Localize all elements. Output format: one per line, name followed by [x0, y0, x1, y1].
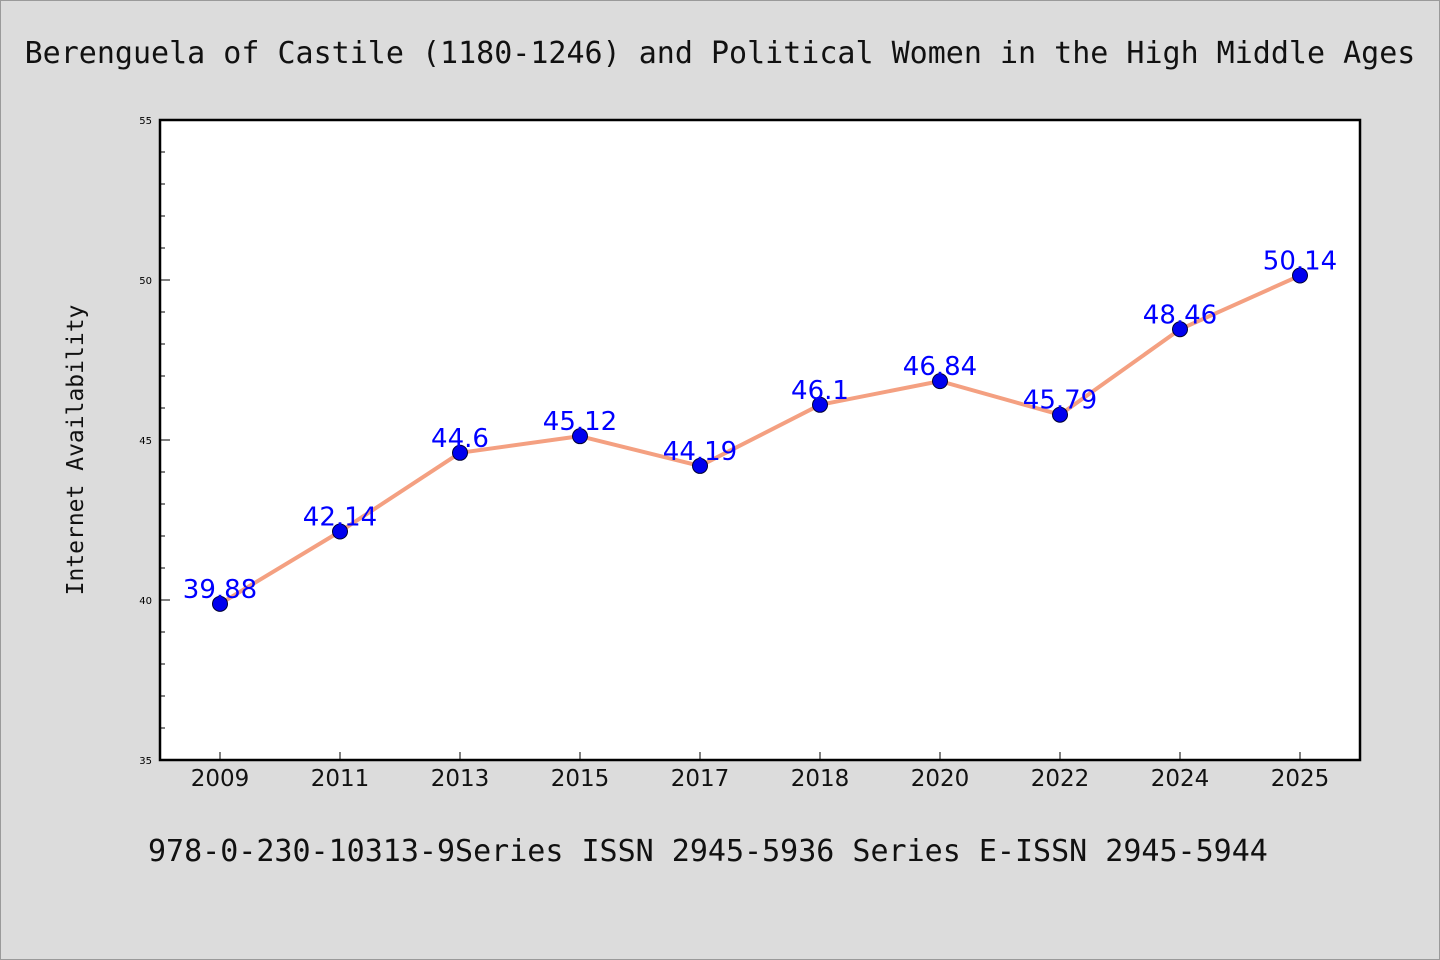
data-point: [692, 457, 708, 474]
data-label: 42.14: [303, 503, 377, 533]
data-labels-group: 39.88 42.14 44.6 45.12 44.19 46.1 46.84 45.79 48…: [183, 247, 1337, 605]
footer-isbn-text: 978-0-230-10313-9Series ISSN 2945-5936 S…: [148, 834, 1268, 869]
y-tick-label: 40: [139, 596, 152, 607]
x-tick-label: 2009: [191, 766, 250, 792]
data-point: [1172, 321, 1188, 338]
data-point: [812, 396, 828, 413]
x-tick-label: 2022: [1031, 766, 1090, 792]
x-tick-label: 2017: [671, 766, 730, 792]
chart-title: Berenguela of Castile (1180-1246) and Po…: [24, 36, 1416, 71]
data-label: 45.79: [1023, 386, 1097, 416]
x-tick-label: 2020: [911, 766, 970, 792]
plot-area: [158, 118, 1362, 762]
data-label: 50.14: [1263, 247, 1337, 277]
series-group: [212, 267, 1308, 612]
data-point: [332, 523, 348, 540]
y-tick-label: 45: [139, 436, 152, 447]
data-label: 44.6: [431, 424, 489, 454]
data-label: 39.88: [183, 575, 257, 605]
y-tick-label: 55: [139, 116, 152, 127]
data-label: 46.1: [791, 376, 849, 406]
x-axis-ticks: 2009 2011 2013 2015 2017 2018 2020 2022 2024 2025: [191, 752, 1330, 792]
data-label: 46.84: [903, 352, 977, 382]
series-line: [218, 273, 1302, 606]
x-tick-label: 2013: [431, 766, 490, 792]
x-tick-label: 2011: [311, 766, 370, 792]
data-label: 48.46: [1143, 300, 1217, 330]
x-tick-label: 2015: [551, 766, 610, 792]
x-tick-label: 2018: [791, 766, 850, 792]
x-tick-label: 2025: [1271, 766, 1330, 792]
y-tick-label: 35: [139, 756, 152, 767]
y-tick-label: 50: [139, 276, 152, 287]
data-point: [212, 595, 228, 612]
data-point: [1292, 267, 1308, 284]
data-point: [932, 373, 948, 390]
x-tick-label: 2024: [1151, 766, 1210, 792]
data-label: 45.12: [543, 407, 617, 437]
data-label: 44.19: [663, 437, 737, 467]
y-axis-ticks: 35 40 45 50 55: [139, 116, 170, 767]
data-point: [1052, 406, 1068, 423]
data-point: [452, 444, 468, 461]
data-point: [572, 428, 588, 445]
